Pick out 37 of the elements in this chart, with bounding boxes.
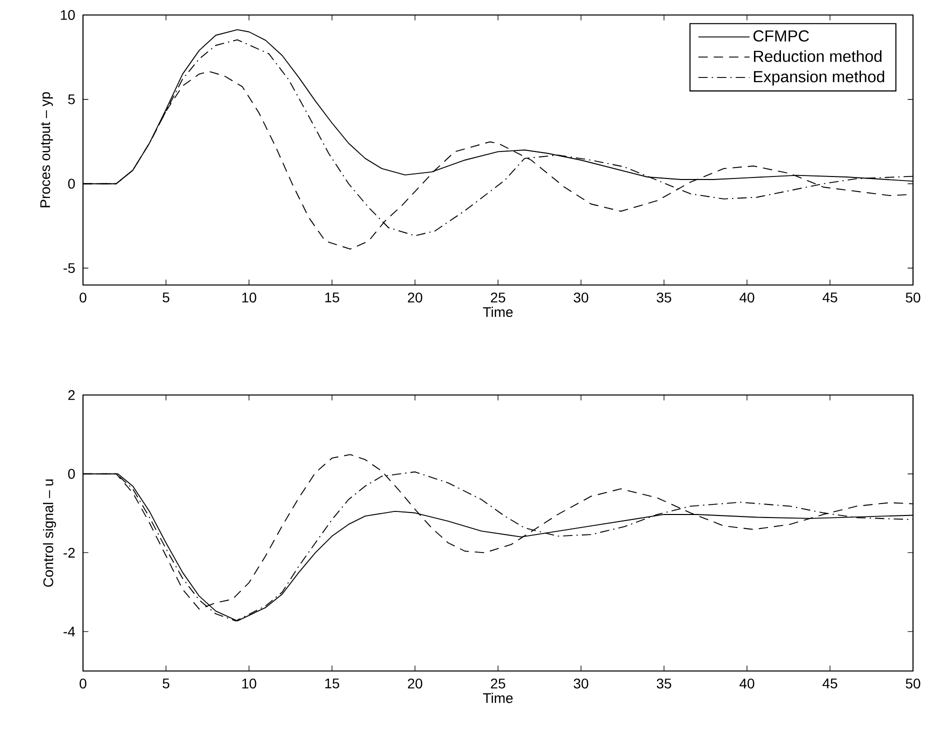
x-tick-label: 20 [408, 292, 422, 303]
x-tick-label: 40 [740, 292, 754, 303]
x-tick-label: 35 [656, 678, 672, 689]
y-tick-label: 10 [60, 10, 75, 20]
x-tick-label: 45 [822, 292, 838, 302]
x-tick-label: 15 [325, 292, 340, 302]
x-tick-label: 45 [822, 678, 838, 688]
x-tick-label: 0 [80, 678, 86, 689]
x-tick-label: 15 [325, 678, 340, 688]
x-tick-label: 5 [162, 292, 170, 302]
x-tick-label: 30 [574, 292, 588, 303]
x-tick-label: 50 [906, 292, 920, 303]
x-tick-label: 50 [906, 678, 920, 689]
y-tick-label: 2 [68, 390, 75, 400]
y-tick-label: -5 [64, 263, 75, 274]
y-tick-label: 0 [68, 468, 75, 479]
x-tick-label: 35 [656, 292, 672, 303]
x-tick-label: 25 [490, 678, 506, 689]
x-tick-label: 10 [242, 678, 256, 689]
y-axis-title: Proces output – yp [40, 92, 53, 208]
x-tick-label: 5 [162, 678, 170, 688]
legend-label: Reduction method [754, 50, 882, 62]
y-tick-label: 0 [68, 178, 75, 189]
x-axis-title: Time [483, 306, 513, 318]
x-tick-label: 30 [574, 678, 588, 689]
x-axis-title: Time [483, 692, 513, 704]
x-tick-label: 0 [80, 292, 86, 303]
y-tick-label: -2 [64, 548, 75, 558]
x-tick-label: 10 [242, 292, 256, 303]
x-tick-label: 25 [490, 292, 506, 303]
y-tick-label: -4 [64, 626, 75, 636]
x-tick-label: 40 [740, 678, 754, 689]
legend-label: CFMPC [753, 30, 809, 42]
legend-label: Expansion method [754, 70, 884, 86]
y-tick-label: 5 [68, 94, 75, 104]
x-tick-label: 20 [408, 678, 422, 689]
y-axis-title: Control signal – u [42, 479, 56, 587]
